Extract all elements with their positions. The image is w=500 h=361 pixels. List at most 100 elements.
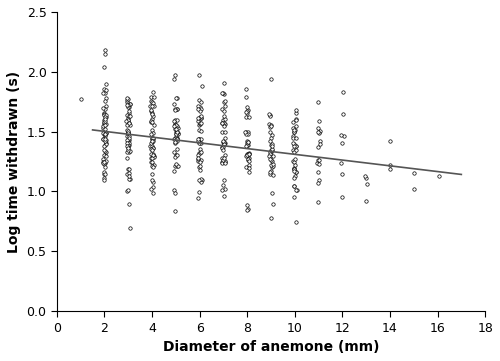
Point <box>315 129 323 135</box>
Point <box>362 198 370 204</box>
Point <box>316 138 324 143</box>
Point <box>315 130 323 136</box>
Point <box>268 161 276 167</box>
Point <box>314 157 322 163</box>
Point <box>198 136 205 142</box>
Point <box>172 134 180 140</box>
Point <box>170 123 178 129</box>
Point <box>266 122 274 127</box>
Point <box>220 140 228 146</box>
Point <box>100 132 108 138</box>
Point <box>338 160 345 165</box>
Point <box>100 119 108 125</box>
Point <box>292 187 300 192</box>
Point <box>126 225 134 231</box>
Point <box>171 139 179 145</box>
Point <box>196 104 204 110</box>
Point <box>173 123 181 129</box>
Point <box>292 116 300 122</box>
Point <box>194 136 202 142</box>
Point <box>100 86 108 92</box>
Point <box>220 140 228 146</box>
Point <box>218 147 226 153</box>
Point <box>197 149 205 155</box>
Point <box>101 142 109 148</box>
Point <box>124 130 132 136</box>
Point <box>364 181 372 187</box>
Point <box>99 160 107 165</box>
Point <box>148 111 156 117</box>
Point <box>170 187 178 193</box>
Point <box>174 125 182 130</box>
Point <box>102 87 110 92</box>
Point <box>220 81 228 86</box>
Point <box>124 170 132 176</box>
Point <box>218 144 226 149</box>
Point <box>292 117 300 123</box>
Point <box>267 147 275 153</box>
Point <box>292 123 300 129</box>
Point <box>100 114 108 120</box>
Point <box>290 129 298 135</box>
Point <box>125 119 133 125</box>
Point <box>146 186 154 191</box>
Point <box>196 140 204 146</box>
Point <box>122 155 130 161</box>
Point <box>125 137 133 143</box>
Point <box>174 152 182 158</box>
Point <box>170 106 178 112</box>
X-axis label: Diameter of anemone (mm): Diameter of anemone (mm) <box>163 340 380 354</box>
Point <box>218 159 226 165</box>
Point <box>100 175 108 181</box>
Point <box>123 143 131 149</box>
Point <box>102 130 110 136</box>
Point <box>124 119 132 125</box>
Point <box>171 135 179 141</box>
Point <box>100 136 108 142</box>
Point <box>125 110 133 116</box>
Point <box>220 177 228 183</box>
Point <box>147 119 155 125</box>
Point <box>220 182 228 188</box>
Point <box>123 138 131 143</box>
Point <box>148 155 156 161</box>
Point <box>291 156 299 162</box>
Point <box>100 161 108 166</box>
Point <box>102 130 110 136</box>
Point <box>124 131 132 137</box>
Point <box>126 101 134 107</box>
Point <box>268 141 276 147</box>
Point <box>196 150 203 156</box>
Point <box>99 130 107 136</box>
Point <box>173 163 181 169</box>
Point <box>148 145 156 151</box>
Point <box>124 104 132 110</box>
Point <box>149 145 157 151</box>
Point <box>195 177 203 183</box>
Point <box>100 153 108 158</box>
Point <box>290 149 298 155</box>
Point <box>316 141 324 147</box>
Point <box>198 113 205 119</box>
Point <box>100 134 108 139</box>
Point <box>314 160 322 166</box>
Point <box>101 126 109 132</box>
Point <box>194 115 202 121</box>
Point <box>124 187 132 193</box>
Point <box>289 158 297 164</box>
Point <box>102 158 110 164</box>
Point <box>174 136 182 142</box>
Point <box>218 120 226 126</box>
Point <box>102 153 110 159</box>
Point <box>124 137 132 143</box>
Point <box>244 108 252 113</box>
Point <box>268 162 276 168</box>
Point <box>220 160 228 166</box>
Point <box>338 171 346 177</box>
Point <box>221 103 229 109</box>
Point <box>245 151 253 157</box>
Point <box>196 146 204 152</box>
Point <box>266 152 274 157</box>
Point <box>98 90 106 95</box>
Point <box>244 152 252 157</box>
